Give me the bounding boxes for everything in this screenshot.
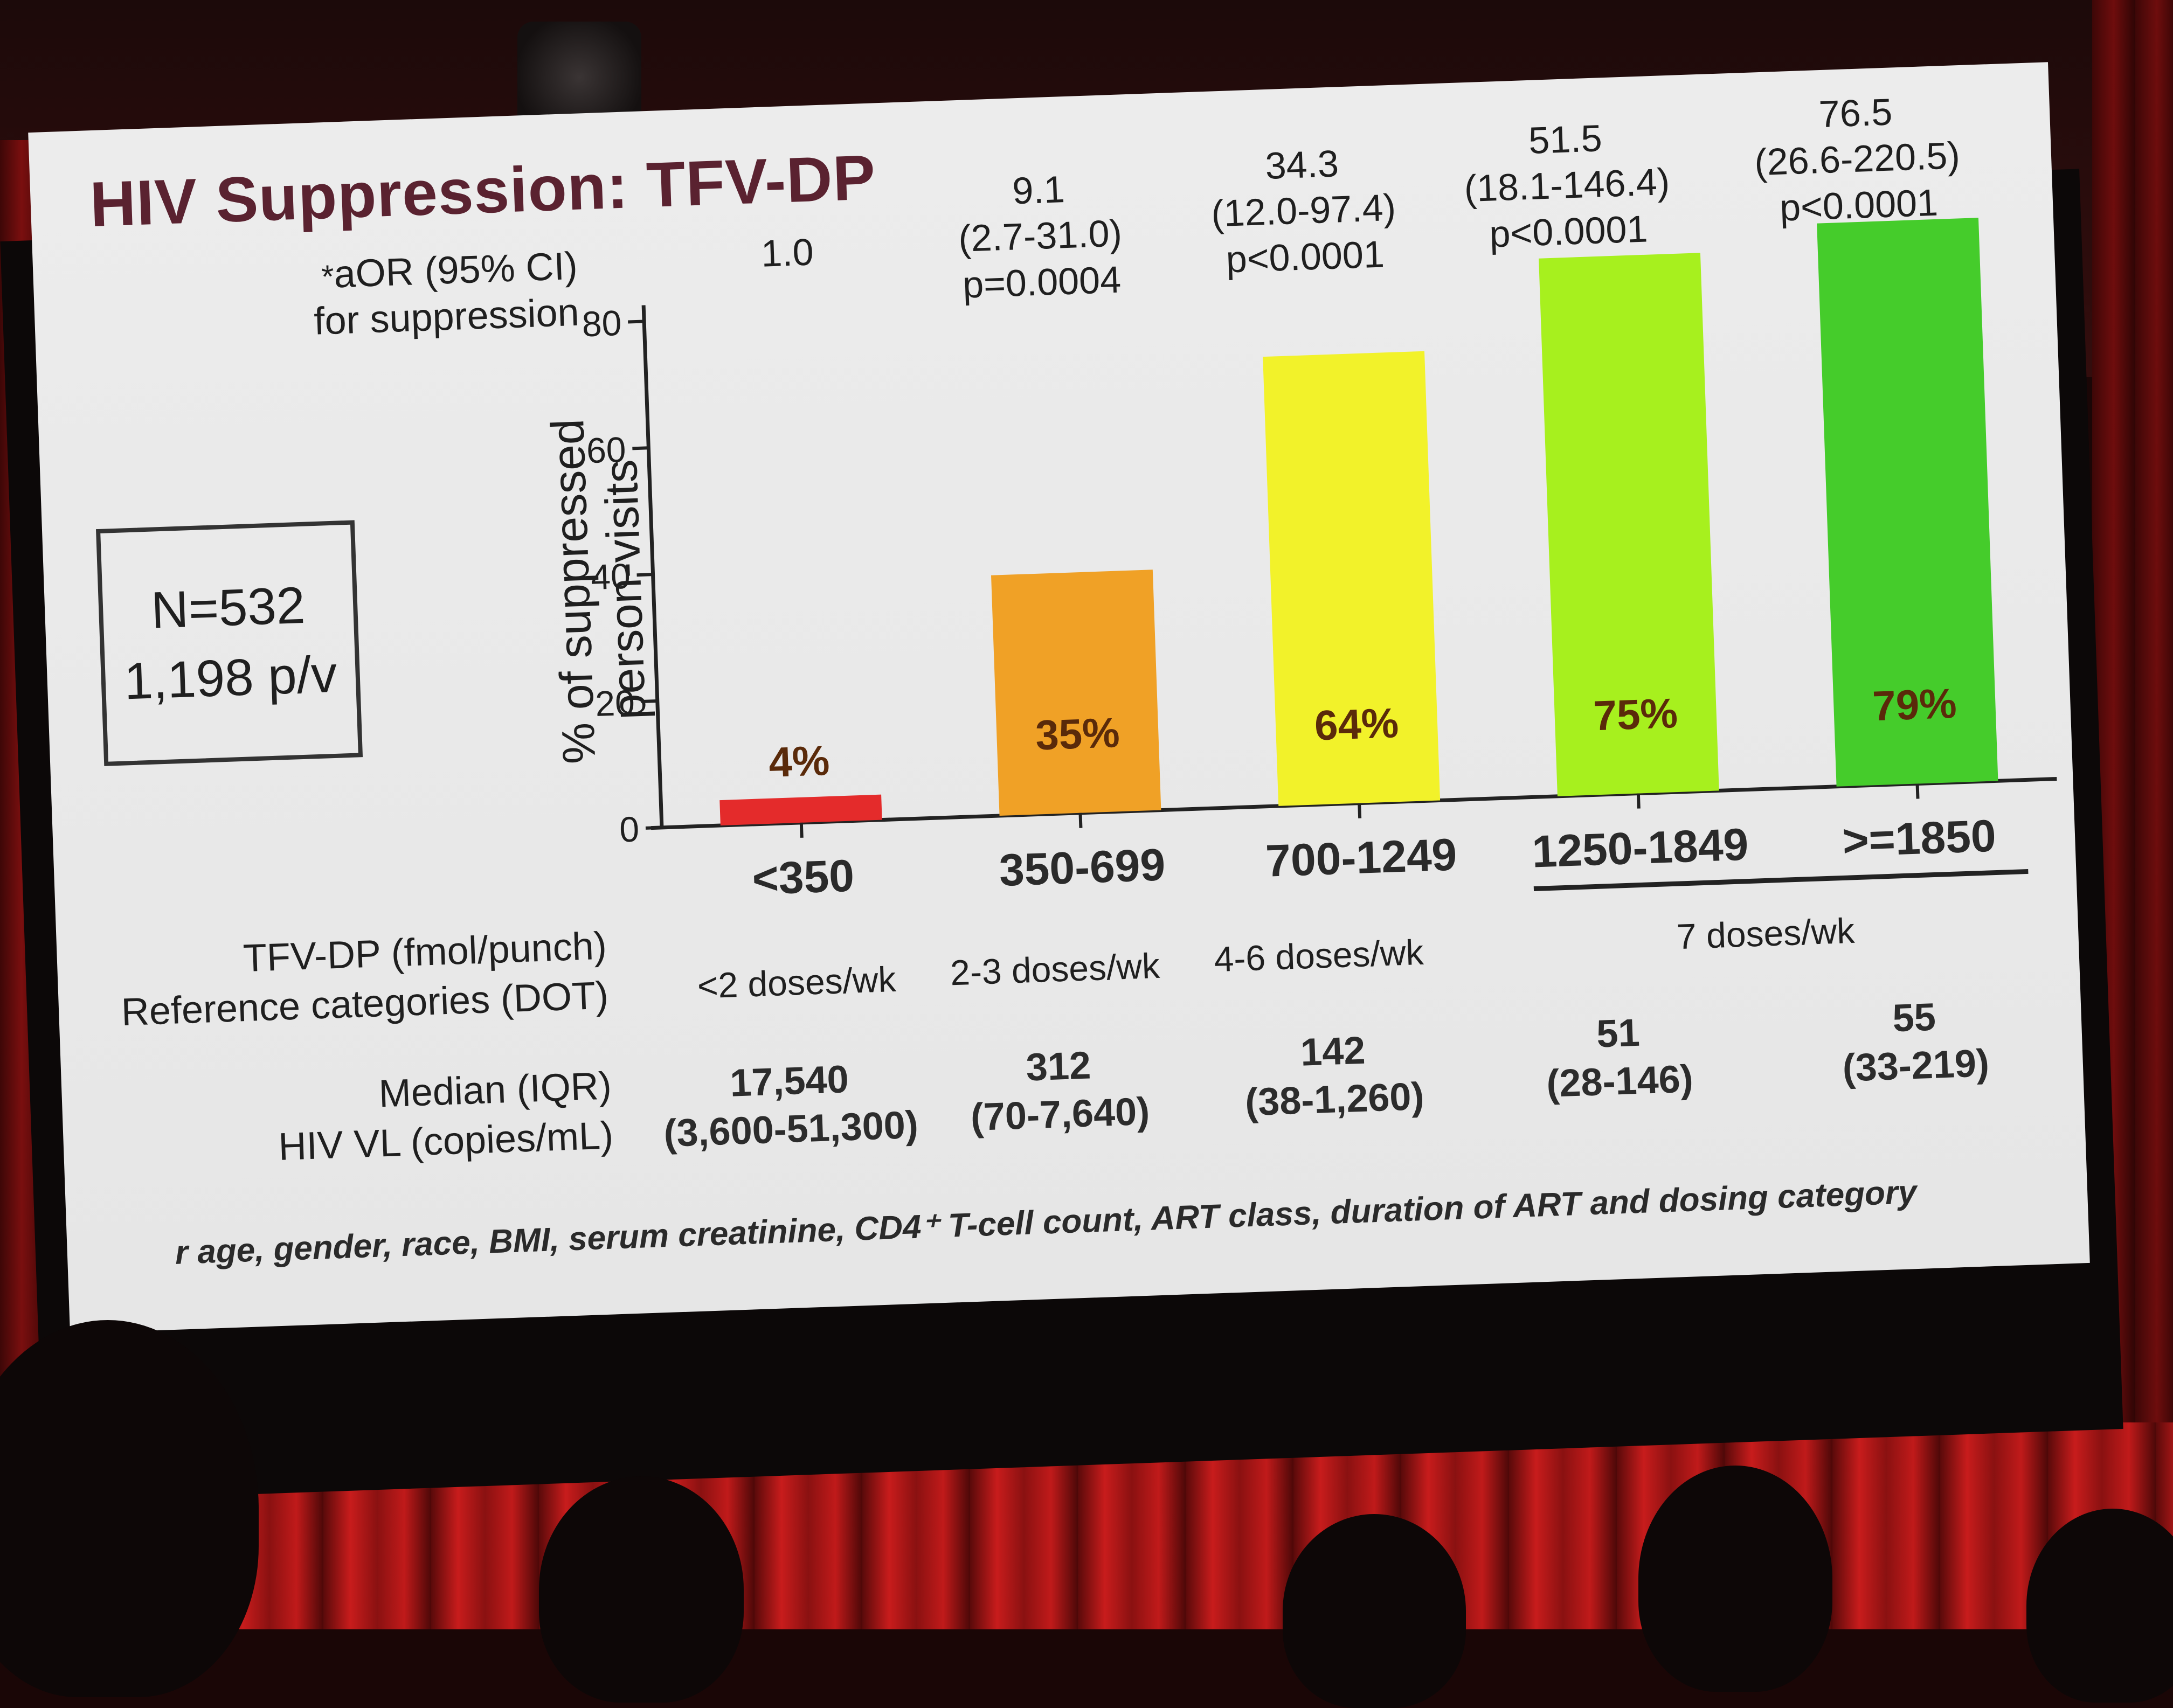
data-label-5: 79% — [1872, 679, 1957, 730]
bar-5 — [1817, 218, 1998, 787]
bar-4 — [1539, 253, 1719, 796]
y-axis-line — [641, 305, 664, 828]
dosing-group-bracket — [1533, 869, 2029, 891]
category-label-2: 350-699 — [998, 839, 1166, 895]
y-tick-mark — [636, 573, 653, 577]
data-label-2: 35% — [1035, 709, 1120, 759]
category-label-3: 700-1249 — [1265, 829, 1458, 886]
y-tick-mark — [628, 320, 645, 324]
data-label-3: 64% — [1313, 699, 1399, 749]
y-tick-label: 60 — [586, 429, 627, 471]
category-label-4: 1250-1849 — [1531, 819, 1749, 877]
data-label-4: 75% — [1593, 689, 1678, 739]
x-tick-mark — [1078, 813, 1083, 828]
audience-silhouette — [1638, 1466, 1832, 1692]
bar-chart: 0 20 40 60 80 4% <350 35% 350-699 64% 700-1249 75% 1… — [582, 218, 2057, 904]
median-vl-5: 55 (33-219) — [1762, 989, 2067, 1095]
y-tick-label: 20 — [594, 683, 635, 724]
data-label-1: 4% — [768, 737, 831, 786]
category-label-5: >=1850 — [1842, 810, 1997, 866]
bar-3 — [1263, 351, 1441, 806]
median-vl-2: 312 (70-7,640) — [907, 1038, 1212, 1144]
median-vl-1: 17,540 (3,600-51,300) — [638, 1052, 943, 1159]
x-tick-mark — [799, 822, 804, 838]
y-tick-label: 80 — [582, 303, 622, 344]
bar-2 — [991, 570, 1161, 816]
tfv-row-label: TFV-DP (fmol/punch) Reference categories… — [89, 921, 610, 1039]
y-tick-mark — [641, 699, 658, 704]
audience-silhouette — [539, 1476, 744, 1703]
x-tick-mark — [1358, 803, 1362, 818]
median-vl-4: 51 (28-146) — [1466, 1004, 1771, 1111]
category-label-1: <350 — [751, 850, 855, 904]
y-tick-label: 0 — [619, 809, 640, 849]
bar-1 — [719, 794, 882, 826]
x-tick-mark — [1636, 793, 1641, 809]
median-row-label: Median (IQR) HIV VL (copies/mL) — [94, 1061, 614, 1178]
presentation-slide: HIV Suppression: TFV-DP *aOR (95% CI) fo… — [28, 62, 2090, 1334]
median-vl-3: 142 (38-1,260) — [1181, 1023, 1486, 1129]
y-tick-label: 40 — [590, 556, 631, 598]
audience-silhouette — [1283, 1514, 1466, 1708]
